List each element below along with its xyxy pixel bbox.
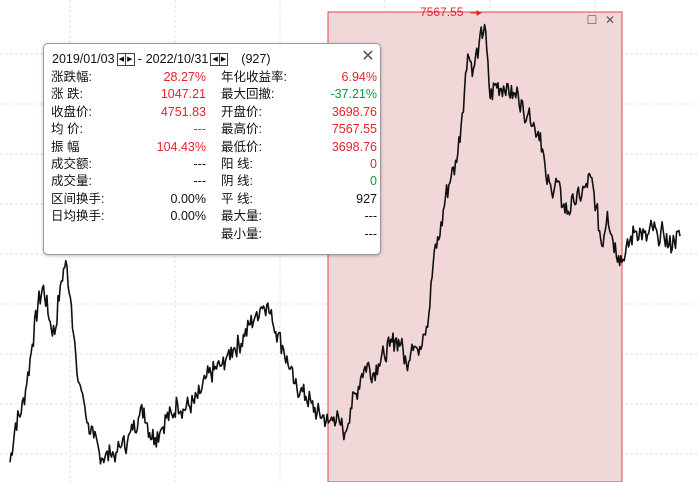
stat-value: 104.43%	[156, 139, 206, 154]
step-right-icon[interactable]: ▶	[125, 53, 134, 65]
stat-label: 平 线:	[221, 191, 253, 206]
stat-row: 最低价: 3698.76	[221, 138, 377, 156]
stat-value: 0	[370, 157, 377, 171]
end-date: 2022/10/31	[145, 52, 209, 66]
stat-label: 涨 跌:	[51, 87, 83, 102]
step-right-icon[interactable]: ▶	[218, 53, 228, 65]
stat-row: 最小量: ---	[221, 225, 377, 243]
stat-value: ---	[193, 157, 207, 171]
stat-label: 阳 线:	[221, 157, 253, 171]
stat-value: ---	[193, 122, 207, 137]
stat-row: 阴 线: 0	[221, 172, 377, 190]
stat-label: 均 价:	[51, 122, 83, 137]
stat-value: 0.00%	[170, 209, 206, 224]
peak-arrow	[476, 10, 482, 16]
stat-value: ---	[364, 226, 378, 241]
stat-row: 均 价: ---	[51, 120, 206, 138]
stat-label: 成交量:	[51, 174, 92, 189]
stat-label: 年化收益率:	[221, 70, 287, 84]
date-separator: -	[137, 52, 142, 66]
stat-label: 收盘价:	[51, 104, 92, 119]
stat-value: 0.00%	[170, 191, 206, 206]
step-left-icon[interactable]: ◀	[212, 54, 218, 63]
stat-label: 阴 线:	[221, 174, 253, 189]
stat-value: 4751.83	[160, 104, 206, 119]
bar-count: (927)	[241, 52, 271, 66]
stat-label: 振 幅	[51, 139, 80, 154]
stat-value: ---	[364, 209, 378, 224]
start-date-stepper[interactable]: ◀ ▶	[116, 52, 135, 66]
stat-row: 最大量: ---	[221, 207, 377, 225]
close-icon[interactable]: ✕	[361, 46, 375, 65]
stat-label: 最低价:	[221, 139, 262, 154]
stat-label: 最大回撤:	[221, 87, 275, 102]
stat-value: 0	[370, 174, 377, 189]
stat-value: 927	[356, 191, 377, 206]
stat-value: ---	[193, 174, 207, 189]
stat-label: 最大量:	[221, 209, 262, 224]
stat-value: 7567.55	[331, 122, 377, 137]
stat-label: 最高价:	[221, 122, 262, 137]
stat-value: 28.27%	[163, 70, 206, 84]
stat-row: 振 幅 104.43%	[51, 138, 206, 156]
step-left-icon[interactable]: ◀	[118, 54, 124, 63]
stat-row: 阳 线: 0	[221, 155, 377, 173]
stat-label: 日均换手:	[51, 209, 105, 224]
stat-row: 日均换手: 0.00%	[51, 207, 206, 225]
close-icon[interactable]: ✕	[604, 13, 616, 27]
window-icon[interactable]: ☐	[586, 13, 598, 27]
stat-row: 区间换手: 0.00%	[51, 190, 206, 208]
stat-row: 收盘价: 4751.83	[51, 103, 206, 121]
stat-label: 涨跌幅:	[51, 70, 92, 84]
stat-row: 最大回撤: -37.21%	[221, 85, 377, 103]
end-date-stepper[interactable]: ◀ ▶	[210, 52, 229, 66]
stat-row: 涨 跌: 1047.21	[51, 85, 206, 103]
start-date: 2019/01/03	[52, 52, 115, 66]
stat-row: 成交额: ---	[51, 155, 206, 173]
stat-row: 最高价: 7567.55	[221, 120, 377, 138]
stat-label: 区间换手:	[51, 191, 105, 206]
stat-value: 3698.76	[331, 104, 377, 119]
stat-label: 成交额:	[51, 157, 92, 171]
price-line	[9, 23, 681, 465]
stat-value: -37.21%	[330, 87, 377, 102]
range-stats-popup: 2019/01/03 ◀ ▶ - 2022/10/31 ◀ ▶ (927) ✕ …	[43, 43, 381, 255]
stat-label: 最小量:	[221, 226, 262, 241]
peak-value-label: 7567.55	[420, 5, 464, 19]
stat-value: 3698.76	[331, 139, 377, 154]
stat-value: 6.94%	[341, 70, 377, 84]
stat-label: 开盘价:	[221, 104, 262, 119]
stat-row: 开盘价: 3698.76	[221, 103, 377, 121]
stat-row: 年化收益率: 6.94%	[221, 68, 377, 86]
stat-row: 涨跌幅: 28.27%	[51, 68, 206, 86]
stat-value: 1047.21	[160, 87, 206, 102]
stat-row: 成交量: ---	[51, 172, 206, 190]
popup-header: 2019/01/03 ◀ ▶ - 2022/10/31 ◀ ▶ (927)	[52, 51, 270, 67]
stat-row: 平 线: 927	[221, 190, 377, 208]
